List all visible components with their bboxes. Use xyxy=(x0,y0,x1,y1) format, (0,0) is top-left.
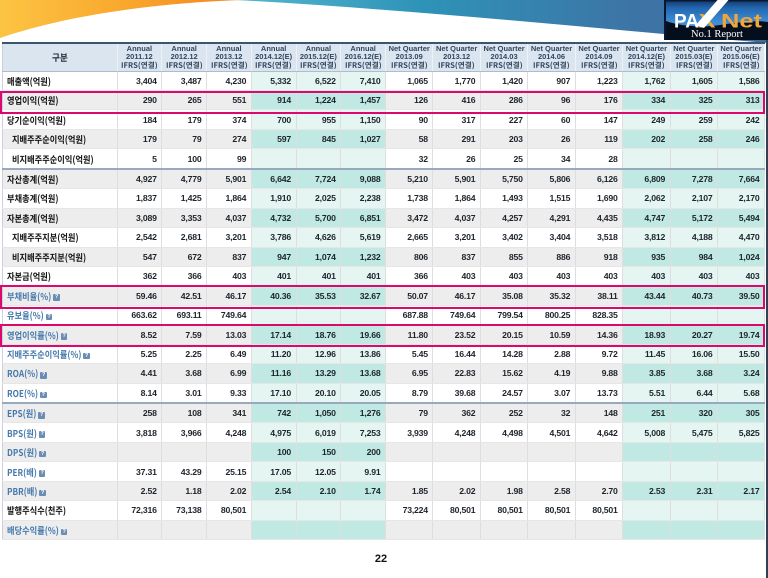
svg-text:No.1 Report: No.1 Report xyxy=(691,29,743,40)
svg-text:Net: Net xyxy=(721,12,763,33)
svg-text:PA: PA xyxy=(674,12,699,33)
